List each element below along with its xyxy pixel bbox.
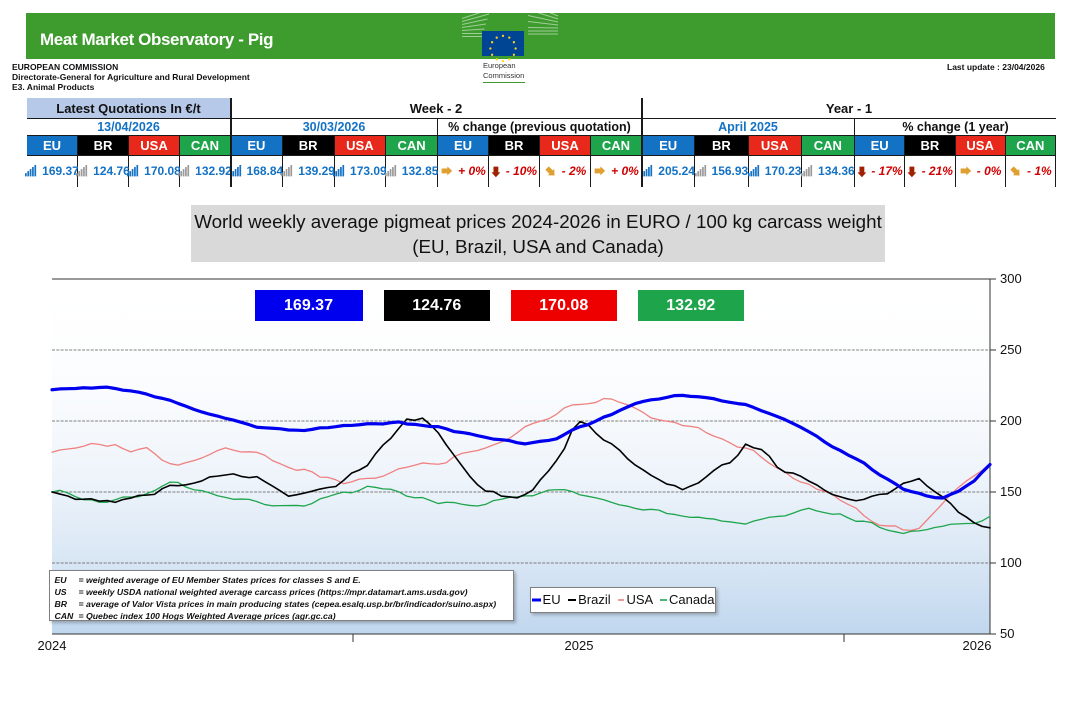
svg-text:150: 150	[1000, 484, 1022, 499]
svg-text:250: 250	[1000, 342, 1022, 357]
svg-text:200: 200	[1000, 413, 1022, 428]
svg-text:100: 100	[1000, 555, 1022, 570]
